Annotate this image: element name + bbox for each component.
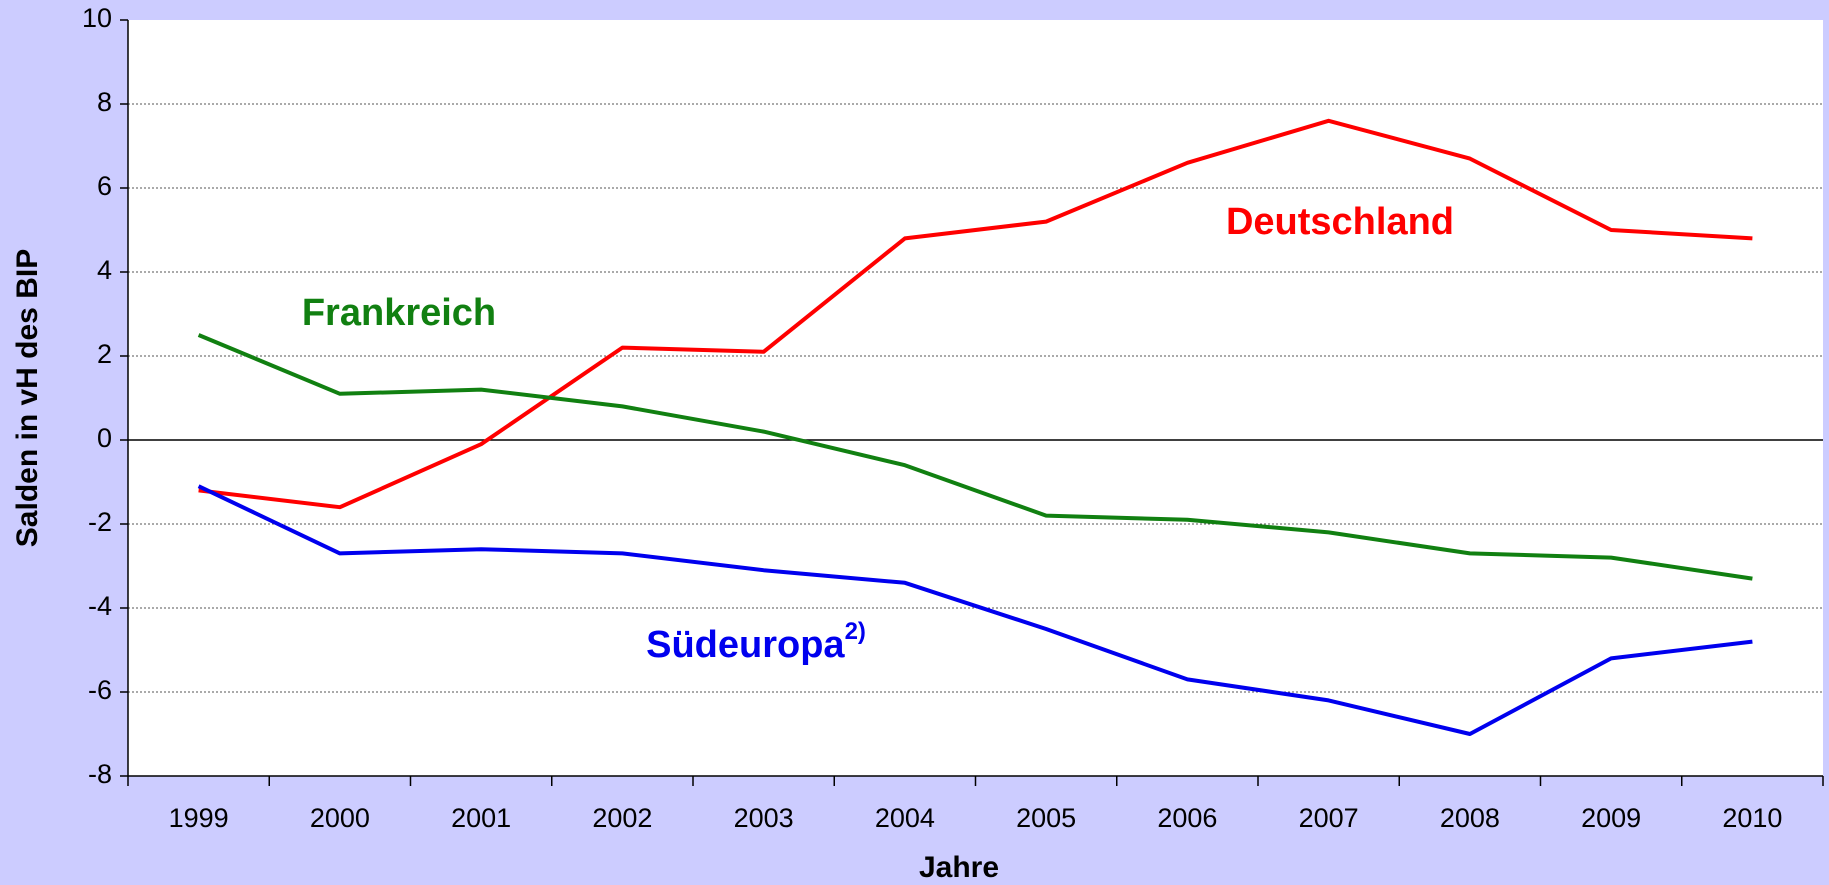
x-axis-title: Jahre [919, 851, 999, 884]
y-tick-label: 4 [97, 255, 112, 285]
series-label-text: Deutschland [1226, 201, 1454, 243]
series-label-text: Frankreich [302, 292, 496, 334]
series-label: Frankreich [302, 292, 496, 334]
series-label-note: 2) [845, 618, 866, 645]
series-line [198, 118, 1753, 510]
x-tick-label: 2001 [451, 803, 511, 833]
y-tick-label: 2 [97, 339, 112, 369]
x-tick-label: 2006 [1157, 803, 1217, 833]
y-tick-label: 8 [97, 87, 112, 117]
x-tick-label: 2004 [875, 803, 935, 833]
series-label: Südeuropa2) [646, 618, 866, 666]
y-tick-label: -4 [88, 591, 112, 621]
x-tick-label: 2008 [1440, 803, 1500, 833]
x-tick-label: 2010 [1722, 803, 1782, 833]
series-label-text: Südeuropa [646, 624, 845, 666]
series-line [197, 484, 1753, 736]
y-tick-label: 0 [97, 423, 112, 453]
x-tick-label: 2002 [592, 803, 652, 833]
y-tick-label: 10 [82, 3, 112, 33]
y-tick-label: -6 [88, 675, 112, 705]
series-line [197, 333, 1753, 581]
x-tick-label: 2009 [1581, 803, 1641, 833]
x-tick-label: 2000 [310, 803, 370, 833]
x-tick-label: 2007 [1299, 803, 1359, 833]
plot-area [128, 20, 1823, 776]
y-axis-title: Salden in vH des BIP [11, 249, 44, 547]
y-tick-label: -2 [88, 507, 112, 537]
y-tick-label: -8 [88, 759, 112, 789]
y-tick-label: 6 [97, 171, 112, 201]
x-tick-label: 2005 [1016, 803, 1076, 833]
x-tick-label: 2003 [734, 803, 794, 833]
series-label: Deutschland [1226, 201, 1454, 243]
x-tick-label: 1999 [169, 803, 229, 833]
